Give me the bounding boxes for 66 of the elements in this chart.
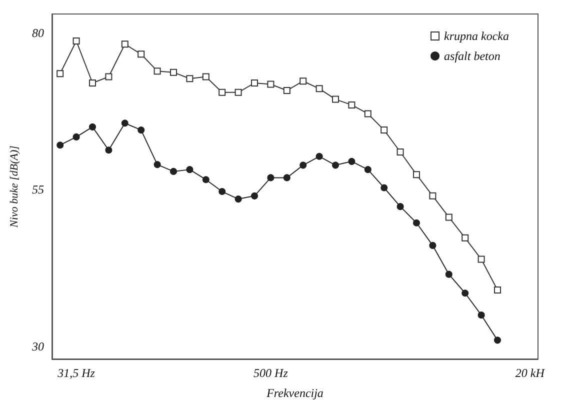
- y-tick-label: 55: [32, 182, 44, 197]
- x-tick-label: 31,5 Hz: [56, 366, 96, 380]
- x-axis-title: Frekvencija: [266, 386, 324, 400]
- point: [348, 158, 356, 165]
- legend-label: krupna kocka: [444, 29, 510, 43]
- y-tick-label: 80: [32, 26, 44, 40]
- point: [316, 152, 323, 160]
- point: [218, 188, 226, 196]
- point: [494, 336, 501, 344]
- legend-label: asfalt beton: [444, 49, 500, 63]
- point: [56, 70, 64, 78]
- point: [316, 85, 323, 92]
- point: [105, 73, 112, 80]
- point: [138, 50, 145, 58]
- point: [364, 166, 372, 174]
- point: [251, 192, 258, 200]
- y-tick-label: 30: [31, 339, 44, 354]
- point: [170, 68, 177, 76]
- point: [348, 101, 356, 108]
- x-tick-label: 500 Hz: [254, 366, 288, 380]
- point: [494, 286, 501, 294]
- point: [138, 126, 145, 134]
- point: [105, 146, 112, 154]
- point: [154, 68, 161, 75]
- point: [429, 192, 436, 200]
- point: [364, 110, 372, 118]
- point: [413, 171, 420, 178]
- point: [478, 312, 485, 319]
- point: [300, 162, 307, 169]
- point: [72, 133, 80, 140]
- point: [121, 40, 128, 48]
- point: [380, 126, 388, 134]
- point: [332, 162, 339, 169]
- point: [462, 234, 469, 242]
- point: [89, 123, 96, 130]
- point: [186, 166, 194, 174]
- point: [445, 270, 452, 278]
- point: [283, 87, 290, 94]
- point: [380, 184, 388, 192]
- point: [332, 96, 339, 103]
- y-axis-title: Nivo buke [dB(A)]: [8, 146, 20, 228]
- point: [56, 142, 64, 149]
- point: [121, 120, 128, 127]
- point: [283, 174, 290, 182]
- point: [202, 73, 210, 80]
- point: [72, 37, 80, 44]
- point: [267, 174, 274, 182]
- point: [170, 168, 177, 175]
- x-tick-label: 20 kH: [515, 366, 546, 380]
- point: [234, 196, 242, 203]
- point: [396, 148, 404, 156]
- point: [186, 75, 194, 82]
- point: [462, 290, 469, 297]
- point: [234, 88, 242, 96]
- point: [267, 80, 274, 88]
- point: [202, 176, 210, 184]
- point: [154, 161, 161, 168]
- point: [300, 78, 307, 85]
- point: [478, 256, 485, 263]
- point: [429, 242, 436, 249]
- point: [445, 214, 452, 221]
- point: [413, 219, 420, 226]
- point: [218, 88, 226, 96]
- point: [251, 80, 258, 86]
- point: [89, 80, 96, 86]
- point: [396, 203, 404, 210]
